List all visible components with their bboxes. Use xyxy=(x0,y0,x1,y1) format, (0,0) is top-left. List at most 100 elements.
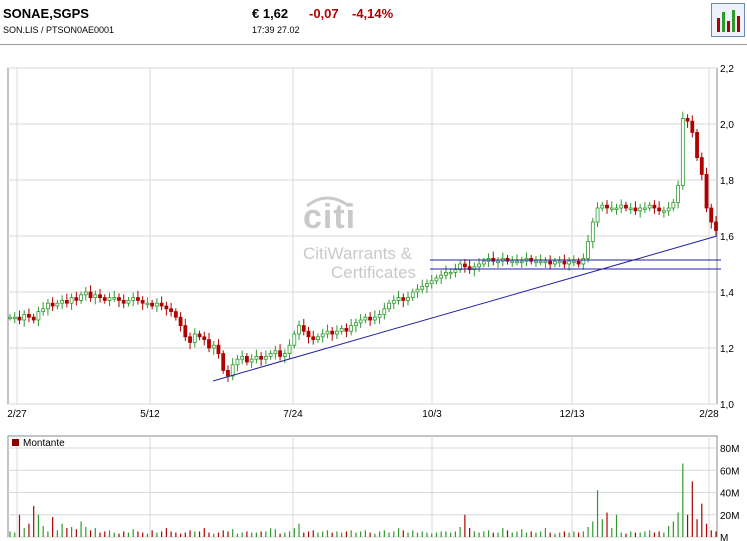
candle-body xyxy=(420,285,425,290)
candle-body xyxy=(666,207,671,212)
candle-body xyxy=(69,297,74,304)
candle-body xyxy=(55,302,60,307)
candle-body xyxy=(481,260,486,265)
candle-body xyxy=(27,313,31,318)
candle-body xyxy=(680,118,685,186)
candle-body xyxy=(614,207,619,210)
candle-body xyxy=(240,355,245,360)
candle-body xyxy=(230,364,235,377)
candle-body xyxy=(268,353,273,357)
candle-body xyxy=(259,355,264,360)
date-tick-label: 2/28 xyxy=(699,409,719,420)
price-change-percent: -4,14% xyxy=(352,6,394,21)
candle-body xyxy=(628,207,633,210)
candle-body xyxy=(60,299,65,304)
candle-body xyxy=(12,316,17,320)
candle-body xyxy=(496,260,500,264)
candle-body xyxy=(605,204,609,209)
candle-body xyxy=(709,207,714,223)
chart-type-button[interactable] xyxy=(711,3,745,37)
candle-body xyxy=(633,207,638,212)
candle-body xyxy=(363,316,368,321)
candle-body xyxy=(88,291,93,298)
candle-body xyxy=(287,344,292,355)
candle-body xyxy=(548,260,553,265)
date-tick-label: 2/27 xyxy=(7,409,27,420)
candle-body xyxy=(638,207,643,212)
candle-body xyxy=(8,316,12,320)
candle-body xyxy=(699,157,704,175)
candles xyxy=(8,111,718,382)
candle-body xyxy=(619,204,624,209)
candle-body xyxy=(46,302,50,310)
candle-body xyxy=(197,333,202,338)
candle-body xyxy=(131,297,136,301)
candle-body xyxy=(562,260,567,265)
quote-timestamp: 17:39 27.02 xyxy=(252,25,300,35)
candle-body xyxy=(358,319,363,324)
candle-body xyxy=(263,355,268,360)
quote-header: SONAE,SGPS SON.LIS / PTSON0AE0001 € 1,62… xyxy=(0,0,747,45)
candle-body xyxy=(150,302,155,307)
candle-body xyxy=(278,350,282,357)
price-change: -0,07 xyxy=(309,6,339,21)
candle-body xyxy=(661,210,666,213)
candle-body xyxy=(448,271,453,275)
candle-body xyxy=(117,297,121,301)
candle-body xyxy=(207,339,211,349)
candle-body xyxy=(557,260,562,264)
candle-body xyxy=(396,297,401,301)
candle-body xyxy=(159,302,164,307)
candle-body xyxy=(401,297,406,301)
candle-body xyxy=(311,336,316,340)
candle-body xyxy=(477,263,481,268)
candle-body xyxy=(671,201,676,209)
candle-body xyxy=(297,325,301,335)
bar-chart-icon xyxy=(717,10,740,32)
candle-body xyxy=(292,333,297,346)
candle-body xyxy=(64,299,69,304)
candle-body xyxy=(235,358,240,366)
candle-body xyxy=(245,355,249,363)
watermark: citi CitiWarrants & Certificates xyxy=(303,196,416,282)
candle-body xyxy=(254,355,259,360)
candle-body xyxy=(349,325,354,332)
candle-body xyxy=(330,330,335,335)
candle-body xyxy=(685,118,690,122)
candle-body xyxy=(695,131,699,158)
candle-body xyxy=(643,207,647,210)
candle-body xyxy=(576,260,581,265)
candle-body xyxy=(595,207,600,223)
candle-body xyxy=(624,204,628,209)
candle-body xyxy=(425,283,429,287)
candle-body xyxy=(714,221,718,231)
volume-legend-label: Montante xyxy=(23,438,65,449)
candle-body xyxy=(202,336,207,340)
candle-body xyxy=(301,325,306,332)
candle-body xyxy=(704,173,709,209)
candle-body xyxy=(178,316,183,327)
candle-body xyxy=(169,308,174,312)
candle-body xyxy=(98,294,102,298)
candle-body xyxy=(74,297,79,301)
candle-body xyxy=(609,207,614,210)
candle-body xyxy=(377,313,382,318)
candle-body xyxy=(136,297,140,301)
candle-body xyxy=(335,330,339,335)
candle-body xyxy=(519,260,524,264)
candle-body xyxy=(515,260,519,264)
candle-body xyxy=(17,316,22,321)
candle-body xyxy=(567,260,572,265)
volume-y-axis: M 20M 40M 60M 80M xyxy=(720,444,739,541)
candle-body xyxy=(325,330,330,335)
candle-body xyxy=(600,204,605,209)
candle-body xyxy=(391,299,396,304)
volume-legend-swatch xyxy=(12,439,19,446)
candle-body xyxy=(510,260,515,264)
candle-body xyxy=(368,316,373,321)
price-tick-label: 1,8 xyxy=(720,176,734,187)
price-tick-label: 1,0 xyxy=(720,400,734,411)
candle-body xyxy=(462,263,467,268)
candle-body xyxy=(647,204,652,209)
candle-body xyxy=(571,260,576,264)
